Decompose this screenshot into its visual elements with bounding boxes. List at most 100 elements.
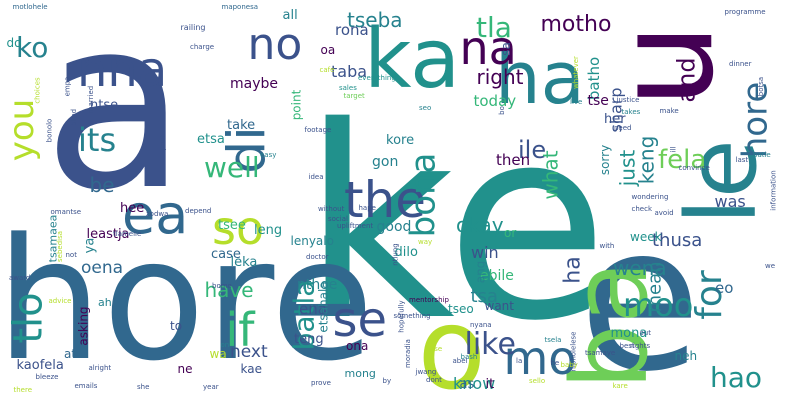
cloud-word: sebedisa xyxy=(55,230,64,262)
cloud-word: her xyxy=(604,111,626,127)
cloud-word: have xyxy=(204,278,254,302)
cloud-word: justice xyxy=(616,95,640,104)
cloud-word: just xyxy=(614,149,639,187)
cloud-word: best xyxy=(619,341,635,350)
cloud-word: ka xyxy=(364,12,461,107)
cloud-word: blind xyxy=(69,108,78,126)
cloud-word: bo xyxy=(497,105,506,115)
cloud-word: zodwa xyxy=(146,209,169,218)
cloud-word: ea xyxy=(122,183,189,246)
cloud-word: kare xyxy=(612,381,628,390)
cloud-word: out xyxy=(639,328,651,337)
cloud-word: information xyxy=(769,169,778,211)
cloud-word: mo xyxy=(503,331,577,385)
cloud-word: kaofela xyxy=(16,357,64,373)
cloud-word: so xyxy=(212,201,265,255)
cloud-word: bomo xyxy=(212,281,232,290)
cloud-word: everything xyxy=(358,73,396,82)
cloud-word: dont xyxy=(426,375,442,384)
cloud-word: jwang xyxy=(415,367,437,376)
cloud-word: sa xyxy=(498,42,513,56)
cloud-word: ona xyxy=(346,339,369,353)
cloud-word: sales xyxy=(339,83,357,92)
cloud-word: check xyxy=(631,204,653,213)
cloud-word: tse xyxy=(587,93,609,109)
cloud-word: want xyxy=(484,299,514,313)
cloud-word: something xyxy=(393,311,431,320)
cloud-word: tlo xyxy=(5,292,52,344)
cloud-word: leng xyxy=(254,222,283,238)
cloud-word: na xyxy=(459,21,517,75)
cloud-word: what xyxy=(538,150,563,200)
cloud-word: know xyxy=(453,374,496,393)
cloud-word: fela xyxy=(658,145,707,175)
cloud-word: kore xyxy=(386,132,415,148)
cloud-word: advice xyxy=(48,296,72,305)
cloud-word: tlameile xyxy=(113,229,142,238)
cloud-word: nthoe xyxy=(297,277,338,293)
cloud-word: like xyxy=(464,327,516,362)
cloud-word: ha xyxy=(560,256,586,284)
cloud-word: good xyxy=(376,219,412,235)
cloud-word: and xyxy=(672,57,701,103)
cloud-word: ena xyxy=(299,299,327,318)
cloud-word: ne xyxy=(177,362,193,376)
cloud-word: upliftment xyxy=(337,221,374,230)
cloud-word: omantse xyxy=(50,207,82,216)
cloud-word: botsa xyxy=(756,76,765,96)
cloud-word: oa xyxy=(320,43,336,57)
cloud-word: today xyxy=(473,91,517,110)
cloud-word: you xyxy=(2,98,43,162)
cloud-word: its xyxy=(78,121,117,159)
cloud-word: maponesa xyxy=(221,2,259,11)
cloud-word: leastja xyxy=(86,226,130,242)
cloud-word: to xyxy=(170,319,183,333)
cloud-word: seo xyxy=(419,103,432,112)
cloud-word: tsamaye xyxy=(585,348,616,357)
cloud-word: ile xyxy=(518,136,547,164)
cloud-word: the xyxy=(344,171,427,229)
cloud-word: we xyxy=(765,261,776,270)
cloud-word: ko xyxy=(16,31,49,64)
cloud-word: hape xyxy=(358,203,376,212)
cloud-word: o xyxy=(417,285,487,405)
cloud-word: or xyxy=(504,226,517,240)
cloud-word: moo xyxy=(623,286,694,324)
cloud-word: way xyxy=(418,237,433,246)
cloud-word: there xyxy=(13,385,33,394)
cloud-word: not xyxy=(65,250,77,259)
cloud-word: railing xyxy=(180,23,206,32)
cloud-word: oena xyxy=(81,257,124,278)
cloud-word: at xyxy=(64,347,77,361)
cloud-word: bleeze xyxy=(35,372,59,381)
cloud-word: thusa xyxy=(652,230,703,251)
cloud-word: wa xyxy=(209,347,227,361)
cloud-word: ang xyxy=(472,260,487,284)
cloud-word: mong xyxy=(344,366,376,380)
cloud-word: she xyxy=(137,382,150,391)
cloud-word: make xyxy=(659,106,679,115)
cloud-word: leka xyxy=(230,254,258,270)
cloud-word: need xyxy=(614,123,632,132)
cloud-word: footage xyxy=(304,125,332,134)
cloud-word: bash xyxy=(460,352,478,361)
cloud-word: ah xyxy=(98,295,112,309)
cloud-word: hore xyxy=(0,202,374,398)
cloud-word: sello xyxy=(529,376,546,385)
cloud-word: tsa xyxy=(470,286,498,307)
cloud-word: doctor xyxy=(306,252,329,261)
cloud-word: lenyalo xyxy=(290,234,334,248)
cloud-word: ntse xyxy=(90,97,119,113)
cloud-word: no xyxy=(247,19,303,70)
cloud-word: ebile xyxy=(480,268,514,284)
cloud-word: live xyxy=(570,97,583,106)
cloud-word: take xyxy=(227,117,256,133)
cloud-word: hao xyxy=(710,361,763,394)
cloud-word: se xyxy=(332,292,388,348)
cloud-word: baby xyxy=(560,360,578,369)
cloud-word: wondering xyxy=(631,192,669,201)
cloud-word: takes xyxy=(621,107,641,116)
cloud-word: asking xyxy=(76,306,91,346)
cloud-word: empa xyxy=(63,76,72,96)
cloud-word: easy xyxy=(260,150,277,159)
